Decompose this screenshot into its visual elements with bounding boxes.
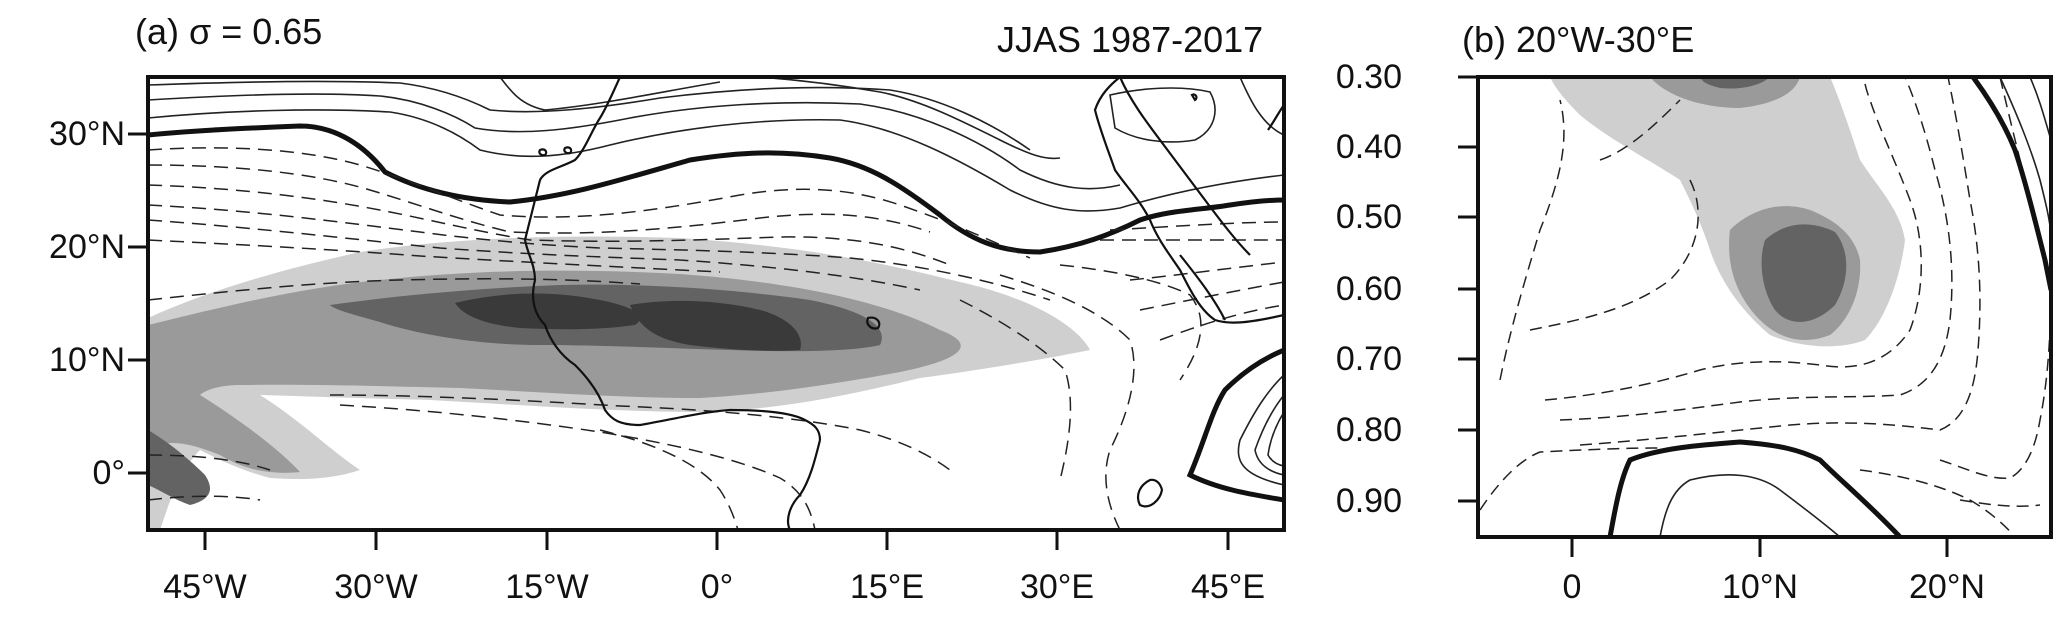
panel-a-xtick-30e: 30°E bbox=[1019, 568, 1095, 606]
panel-a-ytick-20n: 20°N bbox=[49, 228, 125, 266]
equator-gap bbox=[455, 472, 467, 476]
panel-a-period-label: JJAS 1987-2017 bbox=[997, 19, 1264, 60]
zero-contour-southeast bbox=[1186, 347, 1284, 503]
panel-b-xtick-10n: 10°N bbox=[1722, 568, 1798, 606]
panel-a-ytick-30n: 30°N bbox=[49, 115, 125, 153]
zero-contour bbox=[148, 123, 1284, 255]
panel-b-frame bbox=[1476, 75, 2053, 539]
panel-a-ytick-10n: 10°N bbox=[49, 341, 125, 379]
panel-b-ytick-040: 0.40 bbox=[1335, 128, 1402, 166]
panel-b-xtick-20n: 20°N bbox=[1909, 568, 1985, 606]
panel-b-xtick-0: 0 bbox=[1562, 568, 1582, 606]
shading-dark-b bbox=[1700, 77, 1847, 322]
positive-contours-southeast bbox=[1237, 374, 1284, 486]
negative-contours bbox=[148, 147, 1284, 530]
panel-a-map bbox=[148, 77, 1284, 530]
panel-a-ticks bbox=[128, 132, 1230, 550]
panel-a-xtick-30w: 30°W bbox=[334, 568, 418, 606]
panel-b-ytick-080: 0.80 bbox=[1335, 411, 1402, 449]
panel-b-ytick-030: 0.30 bbox=[1335, 58, 1402, 96]
panel-b-title: (b) 20°W-30°E bbox=[1462, 19, 1695, 60]
panel-b-cross-section bbox=[1479, 77, 2051, 537]
positive-contours-north bbox=[148, 77, 1284, 212]
panel-a-ytick-eq: 0° bbox=[92, 454, 125, 492]
panel-b-ytick-090: 0.90 bbox=[1335, 482, 1402, 520]
panel-a-xtick-15w: 15°W bbox=[505, 568, 589, 606]
panel-a-xtick-15e: 15°E bbox=[849, 568, 925, 606]
panel-b-ytick-070: 0.70 bbox=[1335, 340, 1402, 378]
panel-a-xtick-45e: 45°E bbox=[1190, 568, 1266, 606]
zero-contour-b bbox=[1607, 77, 2051, 537]
shading-darkest bbox=[455, 293, 801, 351]
panel-b-ytick-050: 0.50 bbox=[1335, 198, 1402, 236]
panel-b-ticks bbox=[1458, 75, 1949, 557]
panel-a-title: (a) σ = 0.65 bbox=[135, 11, 323, 52]
panel-a-xtick-45w: 45°W bbox=[163, 568, 247, 606]
panel-a-xtick-0: 0° bbox=[700, 568, 734, 606]
panel-b-ytick-060: 0.60 bbox=[1335, 270, 1402, 308]
